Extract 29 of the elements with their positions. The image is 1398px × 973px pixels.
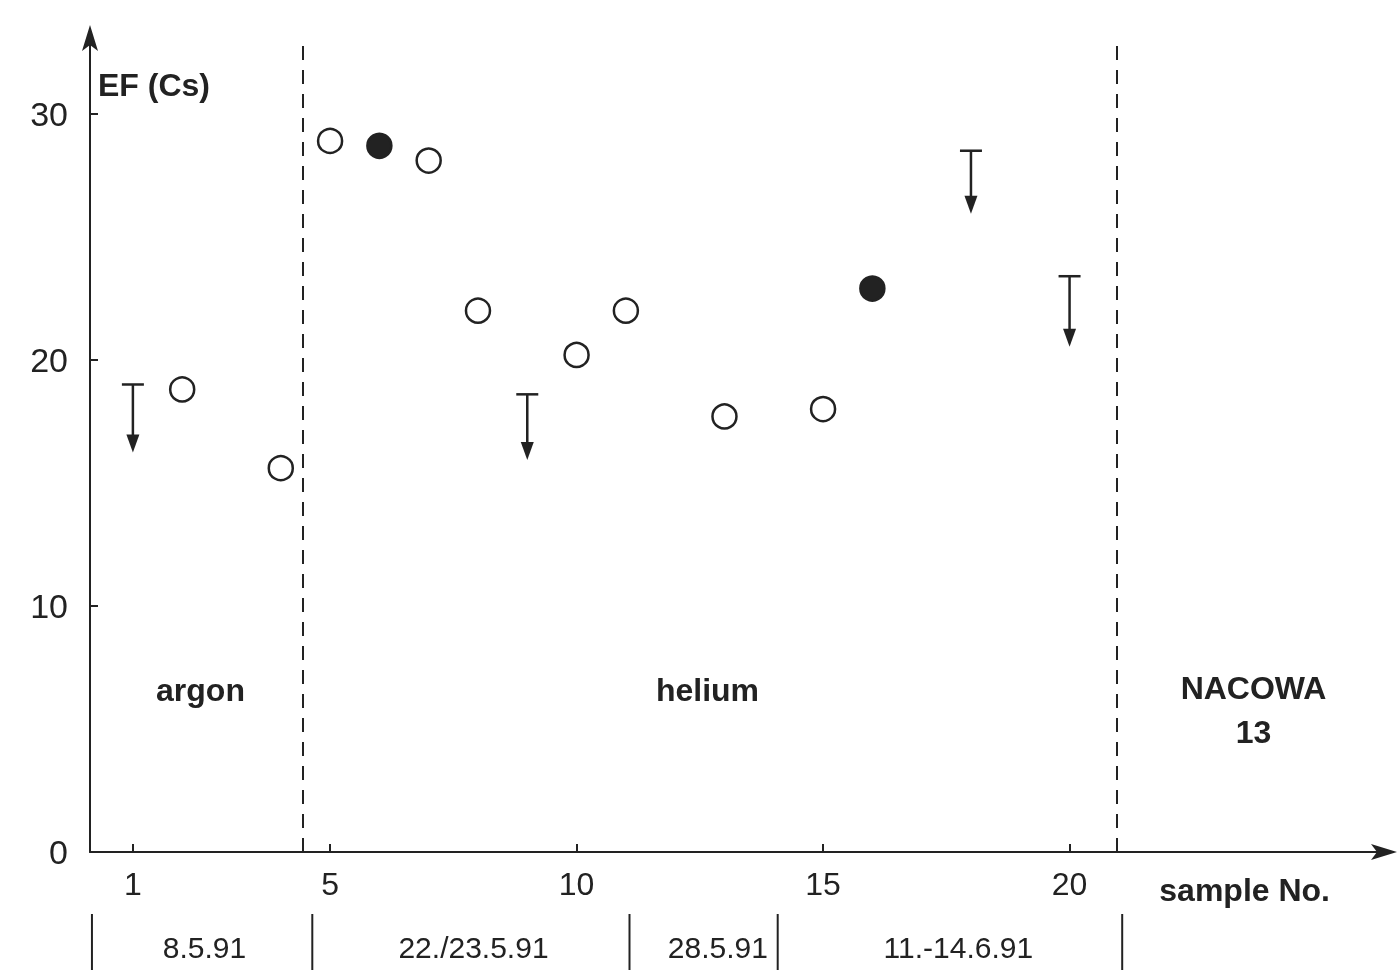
annotation: helium: [655, 671, 760, 708]
point: [168, 376, 196, 403]
y-axis-title: EF (Cs): [98, 67, 210, 103]
point: [809, 395, 837, 423]
x-tick-label: 20: [1051, 866, 1088, 902]
point: [464, 297, 492, 324]
point: [563, 341, 590, 369]
annotation: NACOWA 13: [1180, 669, 1327, 750]
point: [859, 275, 886, 302]
text: 22./23.5.91: [398, 930, 549, 964]
point: [267, 454, 295, 482]
point: [316, 127, 344, 155]
text: 11.-14.6.91: [883, 930, 1034, 964]
x-tick-label: 10: [558, 866, 595, 902]
point: [415, 147, 442, 174]
annotation: argon: [156, 671, 245, 708]
y-tick-label: 10: [30, 586, 68, 625]
y-tick-label: 30: [30, 94, 68, 133]
point: [366, 132, 393, 160]
text: 28.5.91: [667, 930, 768, 964]
y-tick-label: 0: [49, 833, 68, 871]
y-tick-label: 20: [30, 340, 68, 379]
x-tick-label: 15: [805, 866, 841, 902]
x-axis-title: sample No.: [1159, 872, 1330, 908]
x-tick-label: 5: [321, 866, 339, 902]
point: [711, 403, 738, 430]
x-tick-label: 1: [123, 866, 142, 902]
point: [612, 297, 640, 324]
text: 8.5.91: [162, 930, 247, 964]
